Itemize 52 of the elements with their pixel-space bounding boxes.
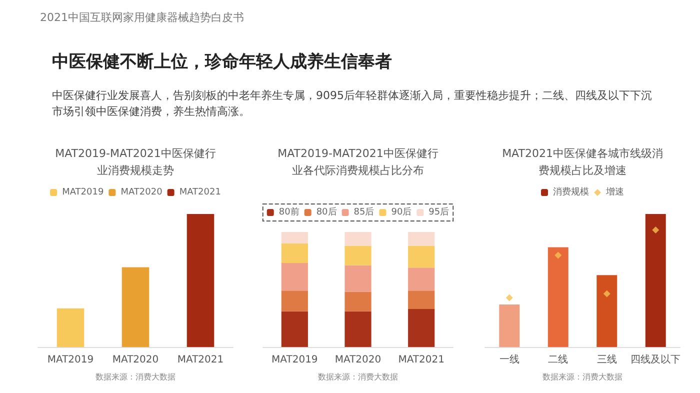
bar (281, 232, 308, 244)
legend-label: 增速 (605, 186, 624, 198)
legend-label: 90后 (391, 206, 412, 218)
bar (408, 232, 435, 246)
bar (408, 246, 435, 268)
bar (281, 311, 308, 347)
point (554, 252, 562, 259)
point (603, 290, 610, 298)
x-tick-label: MAT2020 (334, 354, 382, 366)
legend-label: MAT2019 (62, 188, 104, 198)
legend-label: 消费规模 (553, 186, 589, 198)
x-tick-label: 三线 (596, 354, 617, 366)
x-tick-label: 四线及以下 (630, 354, 681, 366)
point (506, 294, 513, 302)
legend-label: MAT2021 (179, 188, 221, 198)
x-tick-label: MAT2020 (112, 354, 159, 366)
bar (408, 290, 435, 310)
legend-label: 85后 (354, 206, 374, 218)
chart-title: MAT2021中医保健各城市线级消费规模占比及增速 (502, 147, 663, 177)
x-tick-label: MAT2019 (272, 354, 318, 366)
bar (645, 214, 666, 347)
bar (344, 265, 372, 292)
chart-title: MAT2019-MAT2021中医保健行业各代际消费规模占比分布 (278, 147, 438, 177)
x-tick-label: MAT2021 (398, 354, 444, 366)
source-note: 数据来源：消费大数据 (96, 372, 176, 382)
legend-label: 80后 (316, 206, 337, 218)
text: 中医保健行业发展喜人，告别刻板的中老年养生专属，9095后年轻群体逐渐入局，重要性稳步提升；二线、四线及以下下沉市场引领中医保健消费，养生热情高涨。 (52, 88, 652, 120)
bar (596, 275, 618, 347)
bar (281, 263, 308, 291)
bar (408, 309, 435, 347)
bar (281, 290, 308, 312)
bar (281, 244, 308, 264)
source-note: 数据来源：消费大数据 (318, 372, 398, 382)
bar (344, 246, 372, 266)
x-tick-label: 一线 (499, 354, 520, 366)
legend-label: MAT2020 (120, 188, 163, 198)
chart-title: MAT2019-MAT2021中医保健行业消费规模走势 (55, 147, 216, 177)
bar (499, 304, 520, 347)
x-tick-label: 二线 (548, 354, 568, 366)
bar (344, 311, 372, 347)
legend-label: 80前 (278, 206, 300, 218)
text: 2021中国互联网家用健康器械趋势白皮书 (40, 10, 244, 25)
x-tick-label: MAT2021 (177, 354, 224, 366)
legend-label: 95后 (428, 206, 450, 218)
bar (548, 247, 568, 347)
text: 中医保健不断上位，珍命年轻人成养生信奉者 (52, 51, 392, 73)
bar (344, 292, 372, 312)
bar (344, 232, 372, 246)
point (652, 226, 660, 234)
x-tick-label: MAT2019 (47, 354, 94, 366)
bar (408, 268, 435, 291)
source-note: 数据来源：消费大数据 (542, 372, 622, 382)
